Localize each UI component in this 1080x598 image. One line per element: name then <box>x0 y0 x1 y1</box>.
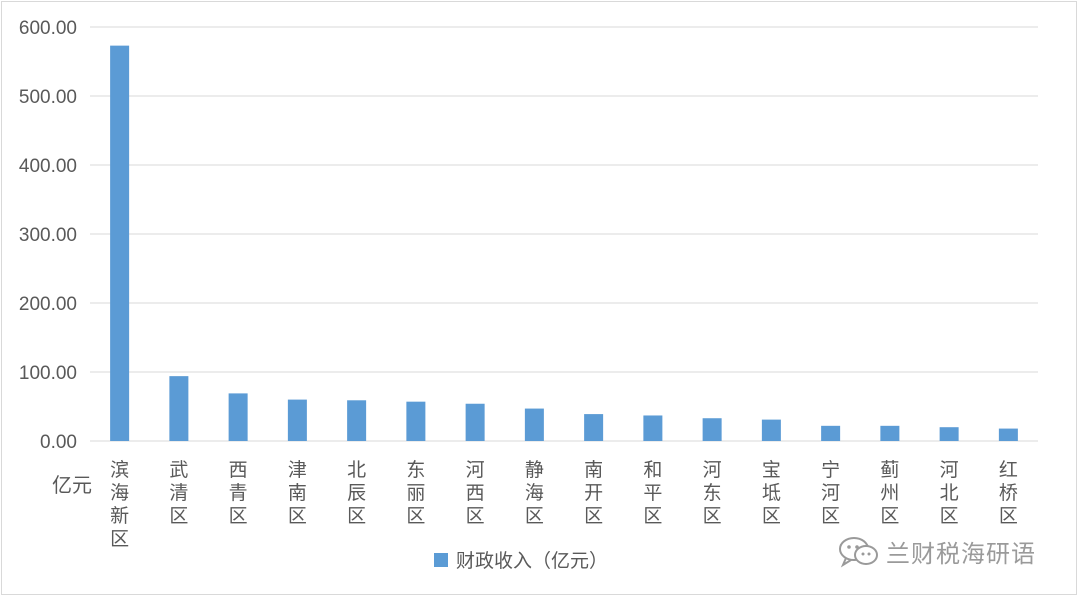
y-tick-label: 400.00 <box>19 156 77 177</box>
x-tick-label: 西青区 <box>229 459 248 527</box>
wechat-icon <box>839 536 878 568</box>
bar <box>643 415 663 441</box>
bar <box>821 425 841 441</box>
watermark-text: 兰财税海研语 <box>886 540 1036 568</box>
x-tick-label: 宝坻区 <box>762 459 781 527</box>
y-tick-label: 200.00 <box>19 294 77 315</box>
x-tick-label: 北辰区 <box>347 459 366 527</box>
x-tick-label: 河东区 <box>703 459 722 527</box>
bar <box>880 425 900 441</box>
bars <box>110 45 1018 441</box>
watermark: 兰财税海研语 <box>838 534 1036 569</box>
x-tick-label: 河西区 <box>466 459 485 527</box>
x-tick-label: 滨海新区 <box>110 459 129 550</box>
y-axis-ticks: 0.00 100.00 200.00 300.00 400.00 500.00 600.00 <box>19 18 77 453</box>
x-tick-label: 蓟州区 <box>880 459 899 527</box>
x-tick-label: 静海区 <box>525 459 544 527</box>
x-tick-label: 和平区 <box>643 459 662 527</box>
y-tick-label: 500.00 <box>19 87 77 108</box>
y-axis-unit-label: 亿元 <box>52 473 92 497</box>
x-tick-label: 宁河区 <box>821 459 840 527</box>
y-tick-label: 600.00 <box>19 18 77 39</box>
x-tick-label: 武清区 <box>169 459 188 527</box>
bar <box>998 428 1018 441</box>
bar <box>761 419 781 441</box>
bar <box>406 401 426 441</box>
y-tick-label: 300.00 <box>19 225 77 246</box>
x-tick-label: 红桥区 <box>999 459 1018 527</box>
legend: 财政收入（亿元） <box>434 546 608 573</box>
bar <box>228 393 248 441</box>
bar <box>287 399 307 441</box>
y-tick-label: 0.00 <box>40 432 77 453</box>
x-tick-label: 津南区 <box>288 459 307 527</box>
bar <box>939 427 959 441</box>
legend-label: 财政收入（亿元） <box>456 550 609 572</box>
bar <box>584 414 604 441</box>
x-tick-label: 南开区 <box>584 459 603 527</box>
bar <box>465 403 485 441</box>
x-axis-labels: 滨海新区 武清区 西青区 津南区 北辰区 东丽区 河西区 静海区 南开区 和平区 河东区 宝坻区 宁河区… <box>110 459 1018 550</box>
grid-lines <box>90 26 1038 442</box>
bar <box>524 408 544 441</box>
legend-swatch <box>434 552 448 567</box>
x-tick-label: 东丽区 <box>406 459 425 527</box>
x-tick-label: 河北区 <box>940 459 959 527</box>
bar <box>702 418 722 441</box>
bar <box>110 45 130 441</box>
y-tick-label: 100.00 <box>19 363 77 384</box>
bar <box>169 376 189 441</box>
bar <box>347 400 367 441</box>
